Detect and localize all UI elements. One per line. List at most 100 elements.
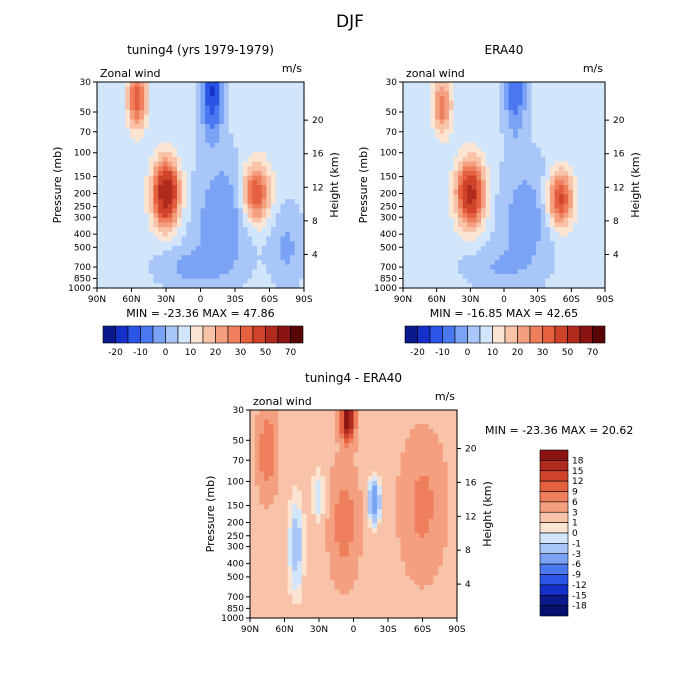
field-cell (200, 96, 206, 102)
field-cell (252, 245, 258, 252)
field-cell (572, 227, 579, 233)
field-cell (153, 227, 159, 233)
field-cell (144, 283, 150, 289)
field-cell (256, 105, 263, 111)
field-cell (209, 161, 216, 167)
field-cell (186, 133, 192, 139)
field-cell (301, 433, 308, 439)
field-cell (526, 86, 533, 92)
field-cell (517, 241, 523, 247)
field-cell (111, 124, 117, 130)
field-cell (494, 194, 501, 200)
field-cell (266, 227, 272, 233)
field-cell (526, 105, 533, 111)
field-cell (348, 490, 355, 496)
field-cell (407, 105, 413, 111)
field-cell (97, 278, 103, 284)
field-cell (348, 547, 355, 553)
field-cell (563, 189, 569, 195)
field-cell (162, 166, 169, 172)
field-cell (214, 227, 220, 233)
field-cell (481, 199, 487, 205)
field-cell (600, 217, 606, 224)
field-cell (200, 231, 206, 238)
field-cell (228, 278, 235, 284)
field-cell (287, 504, 293, 510)
field-cell (481, 194, 487, 200)
field-cell (334, 556, 340, 562)
field-cell (504, 250, 510, 256)
field-cell (540, 203, 546, 210)
field-cell (320, 410, 326, 416)
field-cell (233, 170, 239, 177)
field-cell (348, 419, 355, 425)
field-cell (273, 575, 279, 581)
field-cell (266, 241, 272, 247)
field-cell (299, 185, 305, 191)
field-cell (125, 166, 131, 172)
field-cell (517, 147, 523, 153)
field-cell (577, 245, 583, 252)
field-cell (421, 86, 427, 92)
field-cell (181, 250, 187, 256)
field-cell (586, 119, 592, 125)
field-cell (252, 82, 258, 88)
field-cell (273, 514, 279, 520)
field-cell (268, 490, 275, 496)
field-cell (148, 142, 155, 149)
field-cell (504, 227, 510, 233)
field-cell (219, 250, 225, 256)
field-cell (139, 105, 145, 111)
field-cell (325, 566, 331, 572)
field-cell (462, 161, 468, 167)
field-cell (421, 241, 427, 247)
field-cell (577, 208, 583, 214)
field-cell (595, 138, 602, 144)
field-cell (572, 110, 579, 116)
field-cell (228, 227, 235, 233)
field-cell (214, 156, 220, 163)
field-cell (476, 283, 482, 289)
field-cell (577, 213, 583, 219)
field-cell (325, 452, 331, 458)
field-cell (481, 273, 487, 280)
y-tick-label: 30 (80, 78, 92, 88)
field-cell (289, 222, 296, 228)
field-cell (344, 528, 350, 534)
field-cell (195, 152, 202, 158)
field-cell (407, 161, 413, 167)
field-cell (250, 490, 256, 496)
field-cell (563, 227, 569, 233)
field-cell (287, 499, 293, 506)
field-cell (259, 570, 265, 577)
field-cell (115, 161, 122, 167)
field-cell (471, 156, 478, 163)
field-cell (252, 133, 258, 139)
field-cell (273, 599, 279, 605)
field-cell (181, 175, 187, 181)
field-cell (176, 245, 183, 252)
field-cell (287, 466, 293, 473)
field-cell (425, 217, 432, 224)
field-cell (134, 208, 140, 214)
field-cell (297, 589, 303, 595)
field-cell (224, 175, 230, 181)
field-cell (577, 217, 583, 224)
field-cell (448, 264, 455, 270)
field-cell (306, 575, 312, 581)
field-cell (311, 575, 317, 581)
field-cell (407, 180, 413, 186)
field-cell (233, 96, 239, 102)
field-cell (294, 227, 300, 233)
field-cell (280, 273, 286, 280)
field-cell (261, 278, 267, 284)
field-cell (167, 175, 173, 181)
field-cell (344, 414, 350, 421)
field-cell (325, 551, 331, 558)
field-cell (167, 194, 173, 200)
field-cell (334, 575, 340, 581)
field-cell (416, 161, 422, 167)
field-cell (254, 566, 260, 572)
field-cell (167, 170, 173, 177)
field-cell (513, 114, 519, 121)
